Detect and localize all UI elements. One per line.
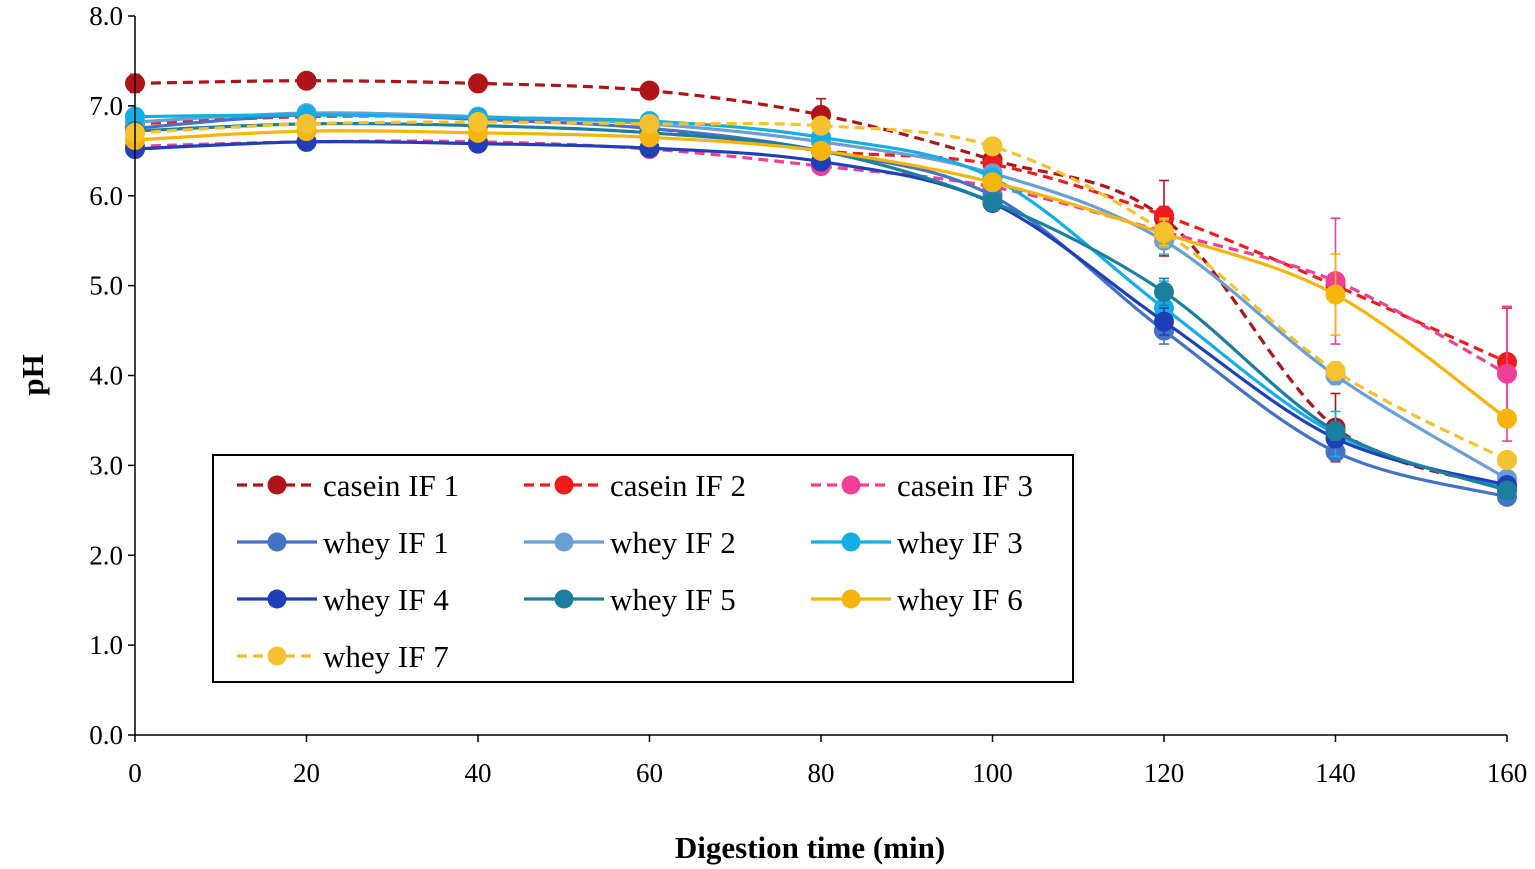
data-point <box>468 73 488 94</box>
legend-item: casein IF 2 <box>524 468 746 503</box>
series-whey-if-7 <box>125 112 1517 470</box>
legend-item: whey IF 1 <box>237 525 449 560</box>
x-tick-label: 40 <box>465 758 492 788</box>
data-point <box>982 192 1003 213</box>
x-tick-label: 60 <box>636 758 663 788</box>
legend-item: casein IF 3 <box>811 468 1033 503</box>
x-tick-label: 160 <box>1487 758 1528 788</box>
data-point <box>1154 221 1174 242</box>
legend-item: whey IF 6 <box>811 582 1023 617</box>
legend-marker <box>554 475 574 495</box>
legend-label: whey IF 5 <box>610 582 736 617</box>
y-tick-label: 3.0 <box>89 450 123 480</box>
x-tick-label: 0 <box>128 758 142 788</box>
data-point <box>811 140 831 161</box>
y-tick-label: 4.0 <box>89 361 123 391</box>
legend-label: whey IF 4 <box>323 582 449 617</box>
legend-marker <box>841 475 861 495</box>
data-point <box>296 70 317 91</box>
data-point <box>468 112 488 133</box>
legend: casein IF 1 casein IF 2 casein IF 3 whey IF… <box>212 454 1074 683</box>
data-point <box>639 80 660 101</box>
series-line <box>134 120 1508 462</box>
y-tick-label: 1.0 <box>89 630 123 660</box>
x-tick-label: 100 <box>972 758 1013 788</box>
legend-marker <box>554 532 574 552</box>
data-point <box>982 172 1003 193</box>
legend-label: whey IF 2 <box>610 525 736 560</box>
legend-marker <box>267 475 287 495</box>
data-point <box>1497 363 1517 384</box>
data-point <box>1154 281 1174 302</box>
legend-label: casein IF 1 <box>323 468 459 503</box>
legend-label: whey IF 3 <box>897 525 1023 560</box>
data-point <box>639 113 660 134</box>
data-point <box>1497 449 1517 470</box>
x-axis-title: Digestion time (min) <box>675 830 945 865</box>
y-tick-label: 0.0 <box>89 720 123 750</box>
y-tick-label: 7.0 <box>89 91 123 121</box>
y-axis-title: pH <box>15 354 50 395</box>
data-point <box>1325 421 1346 442</box>
data-point <box>1325 284 1346 305</box>
legend-item: casein IF 1 <box>237 468 459 503</box>
legend-label: casein IF 2 <box>610 468 746 503</box>
legend-marker <box>554 589 574 609</box>
legend-marker <box>841 532 861 552</box>
y-tick-label: 5.0 <box>89 271 123 301</box>
legend-label: whey IF 7 <box>323 639 449 674</box>
legend-marker <box>267 589 287 609</box>
legend-marker <box>267 646 287 666</box>
legend-label: casein IF 3 <box>897 468 1033 503</box>
legend-label: whey IF 1 <box>323 525 449 560</box>
legend-item: whey IF 4 <box>237 582 449 617</box>
x-tick-label: 120 <box>1144 758 1185 788</box>
data-point <box>811 115 831 136</box>
data-point <box>1325 361 1346 382</box>
x-tick-label: 140 <box>1315 758 1356 788</box>
legend-item: whey IF 7 <box>237 639 449 674</box>
data-point <box>982 136 1003 157</box>
x-tick-label: 80 <box>808 758 835 788</box>
legend-item: whey IF 2 <box>524 525 736 560</box>
legend-item: whey IF 3 <box>811 525 1023 560</box>
y-tick-label: 2.0 <box>89 540 123 570</box>
legend-marker <box>267 532 287 552</box>
axes: 0.0 1.0 2.0 3.0 4.0 5.0 6.0 7.0 8.0 0 20 40 60 80 100 1… <box>89 1 1527 788</box>
legend-label: whey IF 6 <box>897 582 1023 617</box>
legend-item: whey IF 5 <box>524 582 736 617</box>
data-point <box>1154 311 1174 332</box>
data-point <box>296 113 317 134</box>
x-tick-label: 20 <box>293 758 320 788</box>
plot-area <box>125 70 1517 507</box>
series-whey-if-4 <box>125 131 1517 496</box>
series-casein-if-3 <box>125 131 1517 442</box>
series-line <box>134 121 1508 493</box>
legend-marker <box>841 589 861 609</box>
legend-box <box>212 454 1074 683</box>
y-tick-label: 6.0 <box>89 181 123 211</box>
data-point <box>1497 480 1517 501</box>
y-tick-label: 8.0 <box>89 1 123 31</box>
data-point <box>1497 408 1517 429</box>
